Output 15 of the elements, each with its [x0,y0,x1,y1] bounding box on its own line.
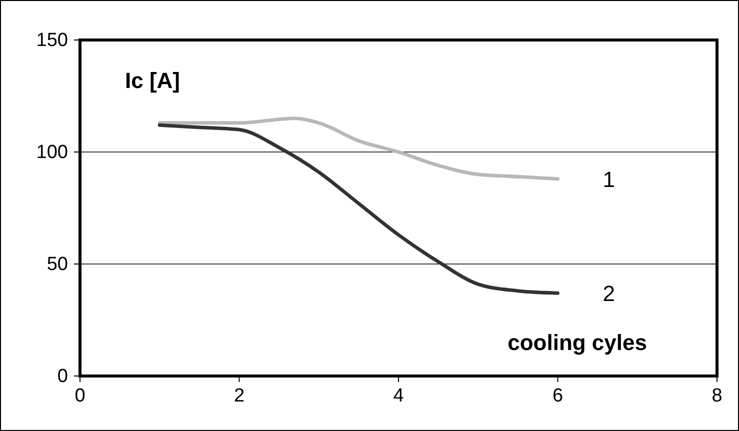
y-tick-label: 0 [57,366,68,388]
line-series [158,123,560,295]
y-tick-label: 100 [36,142,68,164]
y-tick-label: 50 [46,254,68,276]
line-series [158,116,560,181]
x-tick-label: 4 [393,385,404,406]
x-tick-label: 0 [74,385,86,406]
x-axis-title: cooling cyles [508,330,647,355]
text: 1 [602,166,615,192]
y-tick-label: 150 [36,30,68,52]
x-tick-label: 6 [552,385,564,406]
y-axis-title: Ic [A] [125,68,180,93]
x-tick-label: 2 [234,385,245,406]
text: 2 [602,281,615,306]
x-tick-label: 8 [712,385,722,406]
